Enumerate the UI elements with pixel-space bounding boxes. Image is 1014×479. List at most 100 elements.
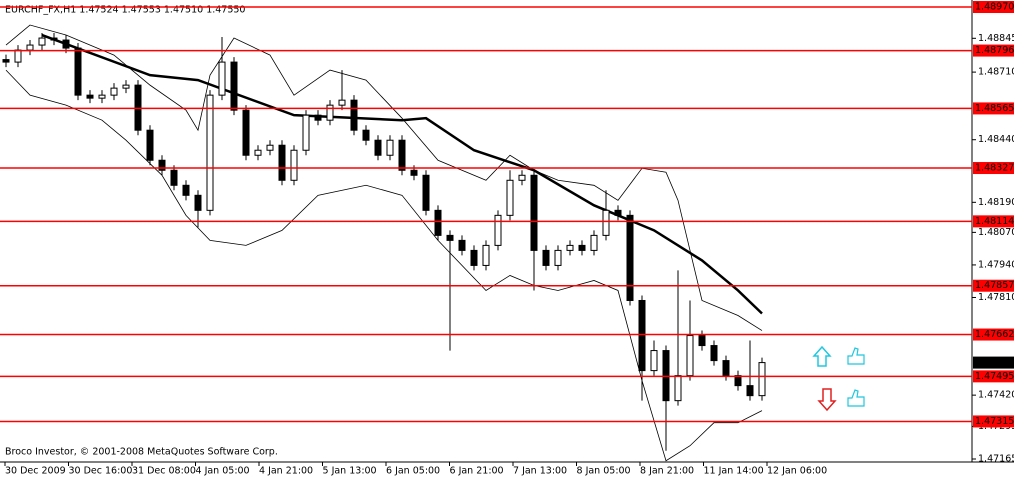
candle-body [542,249,550,266]
candle-body [14,49,22,63]
candle-body [350,99,358,131]
level-label: 1.47315 [975,416,1014,427]
candle-body [722,360,730,377]
level-label: 1.47662 [975,329,1014,340]
candle-body [374,139,382,156]
candle-body [590,234,598,251]
y-tick-label: 1.47165 [978,454,1014,465]
candle-body [410,169,418,176]
down-arrow [817,388,837,412]
indicator-line [41,33,763,315]
level-label: 1.48327 [975,163,1014,174]
candle-body [554,249,562,266]
candle-body [206,94,214,211]
level-label-box [973,370,1014,383]
candle-body [278,144,286,181]
y-tick-label: 1.48845 [978,33,1014,44]
candle-body [422,174,430,211]
level-label: 1.48970 [975,2,1014,13]
candle-body [2,59,10,63]
candle-body [386,139,394,156]
candle-body [518,174,526,181]
candle-body [674,375,682,402]
indicator-line [5,69,763,462]
candle-body [758,362,766,397]
candle-body [482,244,490,266]
x-tick-label: 8 Jan 21:00 [640,466,694,477]
x-tick-label: 11 Jan 14:00 [704,466,764,477]
candle-body [146,129,154,161]
candle-body [650,350,658,372]
level-label: 1.47495 [975,371,1014,382]
candle-body [326,104,334,121]
candle-body [74,47,82,96]
candle-body [446,234,454,241]
x-tick-label: 5 Jan 13:00 [323,466,377,477]
signal-icons [812,345,865,412]
level-label: 1.47857 [975,280,1014,291]
x-tick-label: 31 Dec 08:00 [132,466,196,477]
candle-body [698,335,706,347]
y-tick-label: 1.48710 [978,67,1014,78]
candle-body [530,174,538,251]
candle-body [50,37,58,41]
x-tick-label: 6 Jan 21:00 [450,466,504,477]
level-label-box [973,162,1014,175]
level-label: 1.48565 [975,103,1014,114]
copyright: Broco Investor, © 2001-2008 MetaQuotes S… [5,447,278,458]
candle-body [26,44,34,51]
candle-body [170,169,178,186]
candle-body [362,129,370,141]
candle-body [194,194,202,211]
thumb-icon [847,389,865,407]
x-tick-label: 4 Jan 21:00 [259,466,313,477]
candle-body [602,209,610,236]
x-tick-label: 4 Jan 05:00 [196,466,250,477]
indicator-line [5,24,763,331]
plot [2,24,766,462]
candle-body [746,385,754,397]
candle-body [710,345,718,362]
candle-body [566,244,574,251]
candle-body [290,149,298,181]
y-tick-label: 1.47420 [978,390,1014,401]
candle-body [98,94,106,99]
level-label-box [973,102,1014,115]
level-label: 1.48796 [975,45,1014,56]
level-label-box [973,1,1014,13]
up-arrow [812,345,832,367]
candle-body [614,209,622,216]
candle-body [218,61,226,96]
candle-body [470,249,478,266]
x-tick-label: 12 Jan 06:00 [767,466,827,477]
x-tick-label: 8 Jan 05:00 [577,466,631,477]
y-tick-label: 1.47810 [978,292,1014,303]
candle-body [578,244,586,251]
level-label-box [973,415,1014,428]
candle-body [338,99,346,106]
candle-body [434,209,442,236]
level-label-box [973,215,1014,228]
candle-body [110,87,118,96]
level-label-box [973,328,1014,341]
thumb-icon [847,347,865,365]
current-price-box [973,356,1014,369]
level-label-box [973,279,1014,292]
x-tick-label: 7 Jan 13:00 [513,466,567,477]
current-price-label: 1.47550 [975,357,1014,368]
candle-body [134,84,142,131]
candle-body [626,214,634,301]
candle-body [458,239,466,251]
x-tick-label: 30 Dec 16:00 [69,466,133,477]
y-tick-label: 1.48070 [978,227,1014,238]
candle-body [494,214,502,246]
candle-body [38,37,46,46]
x-tick-label: 30 Dec 2009 [5,466,66,477]
candle-body [314,114,322,121]
y-tick-label: 1.48440 [978,134,1014,145]
candle-body [86,94,94,99]
y-tick-label: 1.47940 [978,259,1014,270]
level-label-box [973,44,1014,57]
